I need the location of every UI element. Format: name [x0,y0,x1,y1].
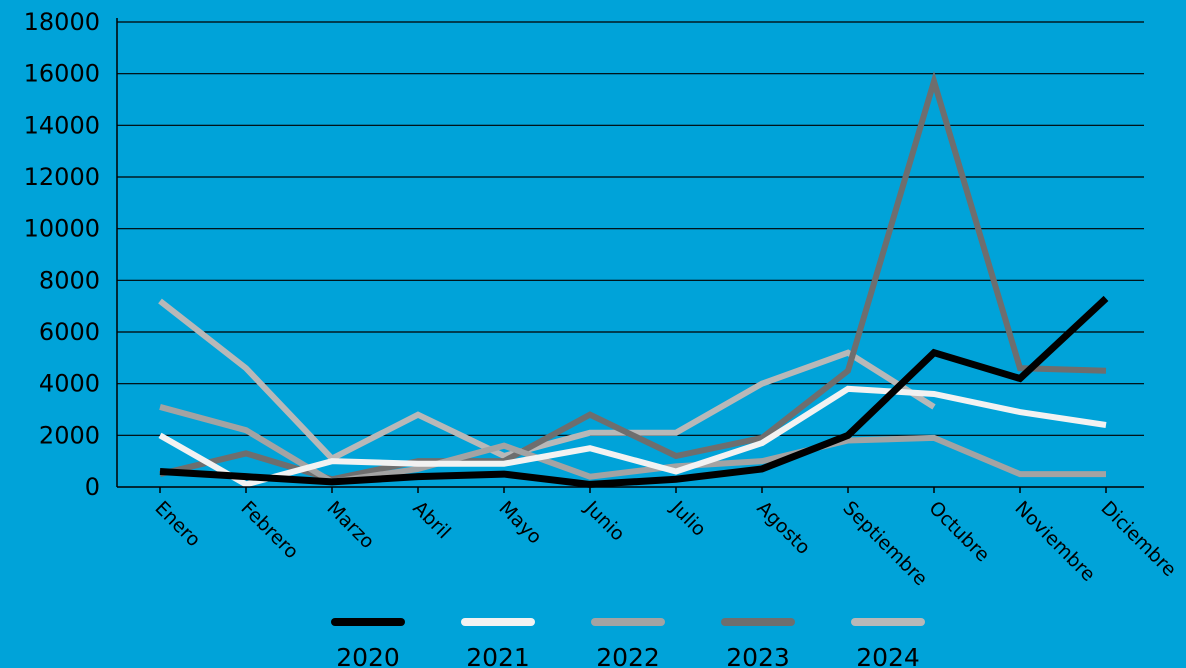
x-tick-label: Septiembre [838,497,931,590]
x-tick-label: Enero [150,497,204,551]
legend-label-2022: 2022 [596,643,660,668]
y-tick-label: 10000 [24,215,100,243]
x-tick-label: Agosto [752,497,814,559]
y-tick-label: 14000 [24,111,100,139]
x-tick-label: Marzo [322,497,378,553]
legend-label-2023: 2023 [726,643,790,668]
x-axis-ticks: Enero Febrero Marzo Abril Mayo Junio Julio Agos… [150,496,1180,590]
y-tick-label: 0 [85,473,100,501]
y-axis-ticks: 0 2000 4000 6000 8000 10000 12000 14000 16000 180… [24,8,100,501]
series-line-2021 [158,385,1107,488]
x-tick-label: Abril [408,497,454,543]
x-tick-label: Febrero [236,497,302,563]
y-tick-label: 4000 [39,370,100,398]
series-line-2024 [158,298,936,463]
y-tick-label: 18000 [24,8,100,36]
y-tick-label: 2000 [39,421,100,449]
x-tick-label: Julio [666,496,710,540]
legend-label-2020: 2020 [336,643,400,668]
grid-lines [117,21,1144,436]
legend-label-2024: 2024 [856,643,920,668]
y-tick-label: 6000 [39,318,100,346]
y-tick-label: 8000 [39,266,100,294]
y-tick-label: 16000 [24,60,100,88]
axes [116,18,1144,493]
x-tick-label: Junio [580,496,629,545]
legend: 2020 2021 2022 2023 2024 [331,618,925,668]
x-tick-label: Octubre [924,497,993,566]
legend-label-2021: 2021 [466,643,530,668]
series-line-2020 [159,295,1109,488]
series-lines [158,70,1109,488]
x-tick-label: Mayo [494,497,546,549]
x-tick-label: Diciembre [1096,497,1180,581]
x-tick-label: Noviembre [1010,497,1099,586]
series-line-2022 [159,404,1106,485]
y-tick-label: 12000 [24,163,100,191]
